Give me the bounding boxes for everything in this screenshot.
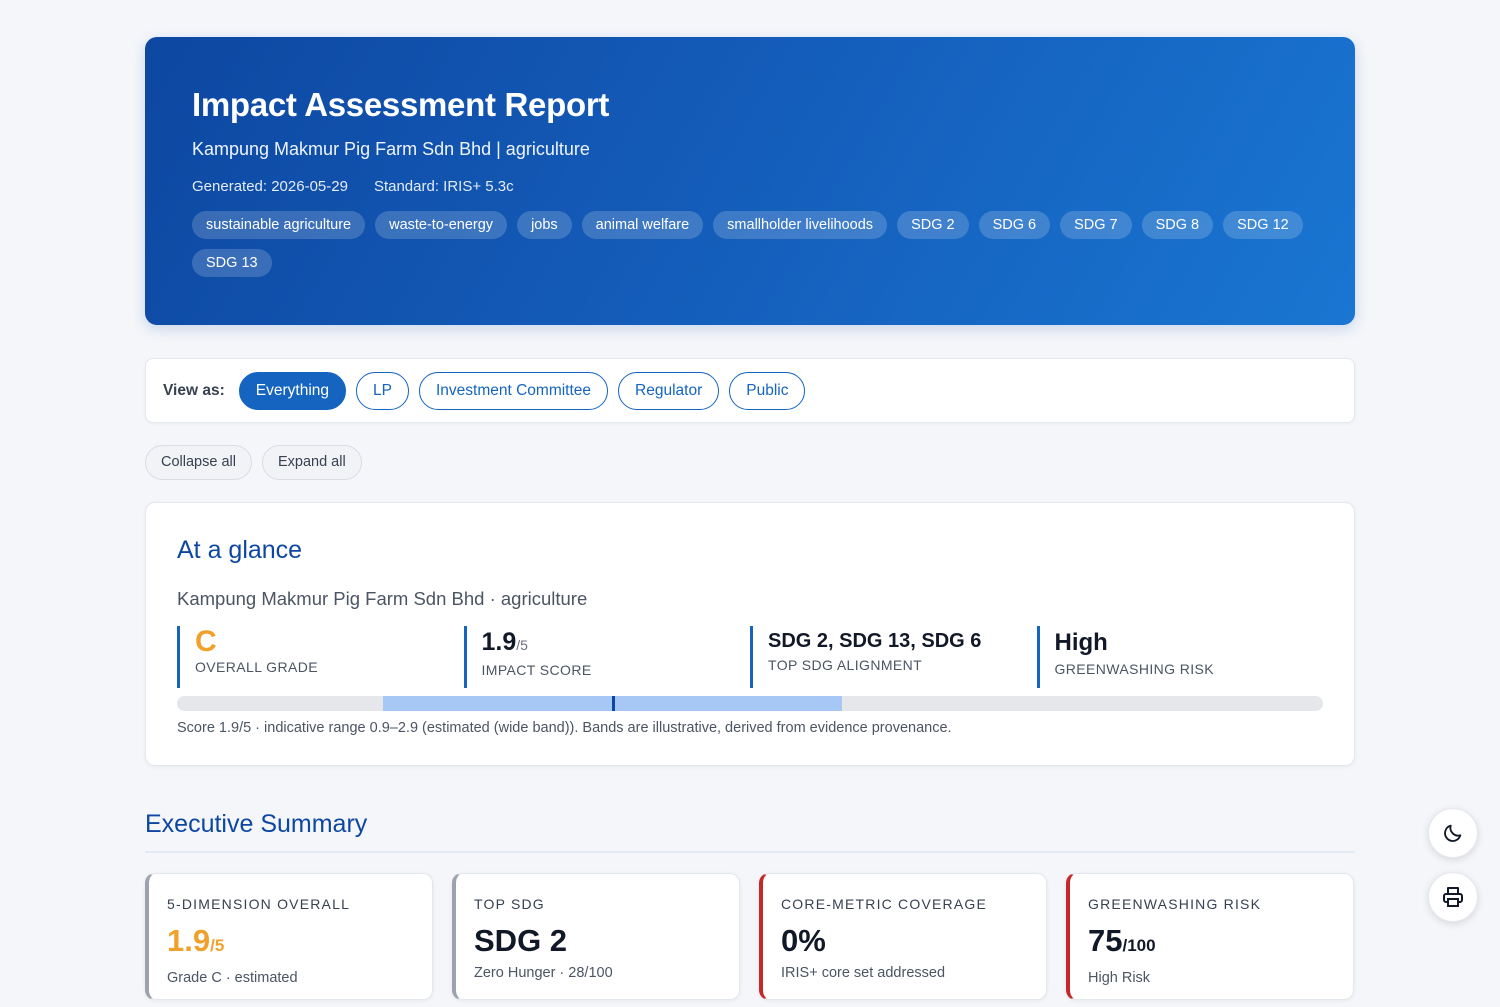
summary-card-top-sdg: TOP SDG SDG 2 Zero Hunger · 28/100	[452, 873, 740, 1000]
card-label: CORE-METRIC COVERAGE	[781, 896, 988, 912]
executive-summary-title: Executive Summary	[145, 808, 1355, 853]
tag: SDG 13	[192, 249, 272, 277]
score-marker	[612, 696, 616, 711]
sdg-value: SDG 2, SDG 13, SDG 6	[768, 630, 982, 652]
view-as-label: View as:	[163, 381, 225, 399]
tag: animal welfare	[581, 211, 704, 239]
card-value: 0%	[781, 923, 826, 958]
score-range-bar	[177, 696, 1323, 711]
overall-grade-stat: C OVERALL GRADE	[177, 626, 464, 688]
score-range-note: Score 1.9/5 · indicative range 0.9–2.9 (…	[177, 720, 952, 736]
summary-card-greenwashing: GREENWASHING RISK 75/100 High Risk	[1066, 873, 1354, 1000]
tag: SDG 2	[897, 211, 969, 239]
tag: SDG 7	[1060, 211, 1132, 239]
standard-version: Standard: IRIS+ 5.3c	[373, 178, 514, 195]
glance-stats: C OVERALL GRADE 1.9/5 IMPACT SCORE SDG 2…	[177, 626, 1323, 688]
section-title: At a glance	[177, 536, 303, 564]
score-max: /5	[516, 637, 528, 653]
summary-card-overall: 5-DIMENSION OVERALL 1.9/5 Grade C · esti…	[145, 873, 433, 1000]
card-sub: IRIS+ core set addressed	[781, 965, 946, 981]
company-subtitle: Kampung Makmur Pig Farm Sdn Bhd | agricu…	[192, 139, 590, 159]
sdg-alignment-stat: SDG 2, SDG 13, SDG 6 TOP SDG ALIGNMENT	[750, 626, 1037, 688]
card-value-unit: /100	[1122, 936, 1156, 955]
report-page: Impact Assessment Report Kampung Makmur …	[145, 37, 1355, 1000]
tag: SDG 8	[1141, 211, 1214, 239]
expand-all-button[interactable]: Expand all	[261, 445, 362, 480]
grade-value: C	[195, 625, 217, 658]
view-investment-committee-button[interactable]: Investment Committee	[418, 371, 609, 410]
tag: waste-to-energy	[375, 211, 508, 239]
impact-score-stat: 1.9/5 IMPACT SCORE	[463, 626, 751, 688]
at-a-glance-panel: At a glance Kampung Makmur Pig Farm Sdn …	[145, 502, 1355, 766]
tag: SDG 12	[1223, 211, 1303, 239]
theme-toggle-button[interactable]	[1428, 808, 1478, 858]
card-sub: Zero Hunger · 28/100	[474, 965, 613, 981]
card-label: TOP SDG	[474, 896, 545, 912]
score-value: 1.9/5	[482, 626, 751, 661]
score-range-band	[383, 696, 842, 711]
generated-date: Generated: 2026-05-29	[192, 178, 348, 195]
card-value: SDG 2	[474, 923, 568, 958]
score-number: 1.9	[481, 628, 517, 656]
page-title: Impact Assessment Report	[192, 86, 610, 123]
collapse-all-button[interactable]: Collapse all	[145, 445, 252, 480]
sdg-label: TOP SDG ALIGNMENT	[768, 657, 923, 673]
moon-icon	[1444, 824, 1462, 842]
view-everything-button[interactable]: Everything	[238, 371, 346, 410]
tag: jobs	[517, 211, 572, 239]
view-regulator-button[interactable]: Regulator	[618, 371, 720, 410]
grade-label: OVERALL GRADE	[195, 659, 318, 675]
card-label: GREENWASHING RISK	[1088, 896, 1262, 912]
card-value-number: 1.9	[167, 923, 211, 958]
tag: sustainable agriculture	[192, 211, 366, 239]
section-controls: Collapse all Expand all	[145, 445, 1355, 480]
report-header: Impact Assessment Report Kampung Makmur …	[145, 37, 1355, 325]
score-label: IMPACT SCORE	[481, 662, 592, 678]
card-value: 1.9/5	[167, 922, 414, 965]
summary-cards: 5-DIMENSION OVERALL 1.9/5 Grade C · esti…	[145, 873, 1355, 1000]
card-value: 75/100	[1088, 922, 1335, 965]
tag: SDG 6	[978, 211, 1051, 239]
card-value-number: 75	[1088, 923, 1123, 958]
audience-selector: View as: Everything LP Investment Commit…	[145, 358, 1355, 423]
tag-list: sustainable agriculture waste-to-energy …	[192, 211, 1312, 277]
view-public-button[interactable]: Public	[729, 371, 806, 410]
risk-value: High	[1054, 629, 1108, 656]
view-lp-button[interactable]: LP	[356, 371, 409, 410]
risk-label: GREENWASHING RISK	[1054, 661, 1215, 677]
card-sub: High Risk	[1088, 970, 1151, 986]
print-button[interactable]	[1428, 872, 1478, 922]
tag: smallholder livelihoods	[713, 211, 888, 239]
summary-card-coverage: CORE-METRIC COVERAGE 0% IRIS+ core set a…	[759, 873, 1047, 1000]
greenwashing-risk-stat: High GREENWASHING RISK	[1036, 626, 1324, 688]
printer-icon	[1443, 887, 1463, 907]
report-meta: Generated: 2026-05-29 Standard: IRIS+ 5.…	[192, 177, 1308, 197]
card-sub: Grade C · estimated	[167, 970, 298, 986]
card-value-unit: /5	[210, 936, 225, 955]
company-line: Kampung Makmur Pig Farm Sdn Bhd · agricu…	[177, 588, 588, 609]
card-label: 5-DIMENSION OVERALL	[167, 896, 351, 912]
